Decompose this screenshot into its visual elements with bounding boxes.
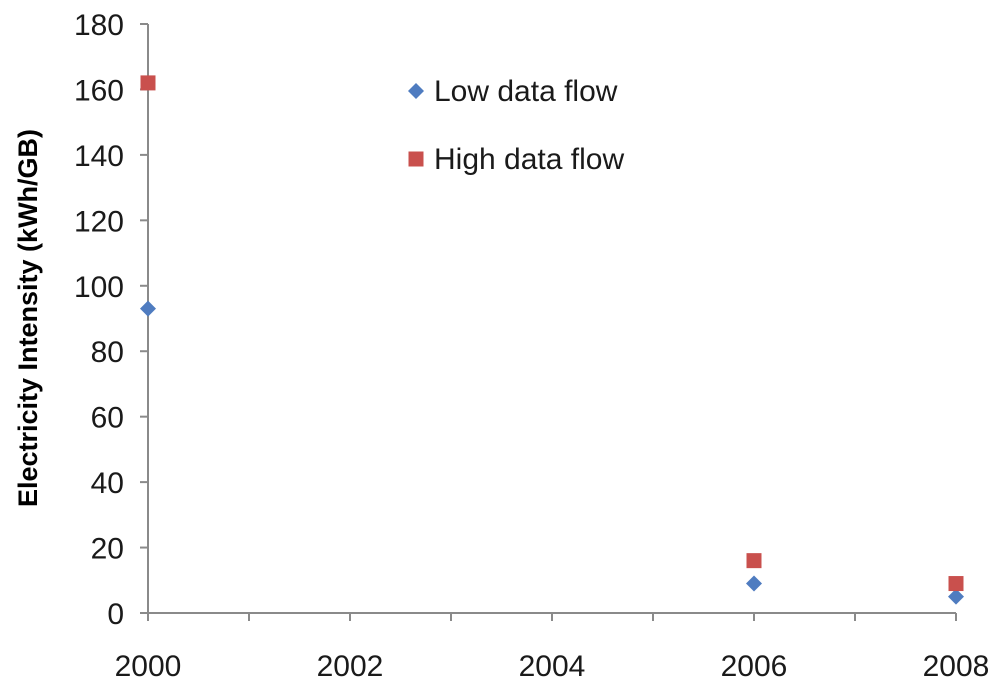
x-tick-label: 2002	[317, 650, 384, 683]
y-tick-label: 140	[74, 140, 124, 173]
high-data-flow-point	[140, 75, 156, 91]
y-tick-label: 100	[74, 271, 124, 304]
y-tick-label: 40	[91, 467, 124, 500]
y-tick-labels: 0 20 40 60 80 100 120 140 160 180	[74, 9, 148, 631]
x-tick-label: 2004	[519, 650, 586, 683]
y-tick-label: 20	[91, 533, 124, 566]
y-tick-label: 60	[91, 402, 124, 435]
y-tick-label: 180	[74, 9, 124, 42]
low-data-flow-point	[140, 300, 156, 317]
legend: Low data flow High data flow	[408, 75, 624, 176]
x-tick-label: 2006	[721, 650, 788, 683]
high-data-flow-point	[948, 576, 964, 592]
y-tick-label: 80	[91, 336, 124, 369]
legend-square-icon	[408, 151, 424, 167]
x-tick-label: 2000	[115, 650, 182, 683]
x-tick-label: 2008	[923, 650, 990, 683]
y-axis-label: Electricity Intensity (kWh/GB)	[13, 129, 43, 507]
high-data-flow-point	[746, 553, 762, 569]
low-data-flow-point	[746, 575, 762, 592]
legend-label: High data flow	[434, 143, 624, 176]
data-points	[140, 75, 964, 605]
y-tick-label: 0	[107, 598, 124, 631]
y-tick-label: 160	[74, 74, 124, 107]
legend-diamond-icon	[408, 83, 424, 99]
low-data-flow-point	[948, 588, 964, 605]
x-tick-labels: 2000 2002 2004 2006 2008	[115, 613, 990, 683]
legend-label: Low data flow	[434, 75, 618, 108]
y-tick-label: 120	[74, 205, 124, 238]
